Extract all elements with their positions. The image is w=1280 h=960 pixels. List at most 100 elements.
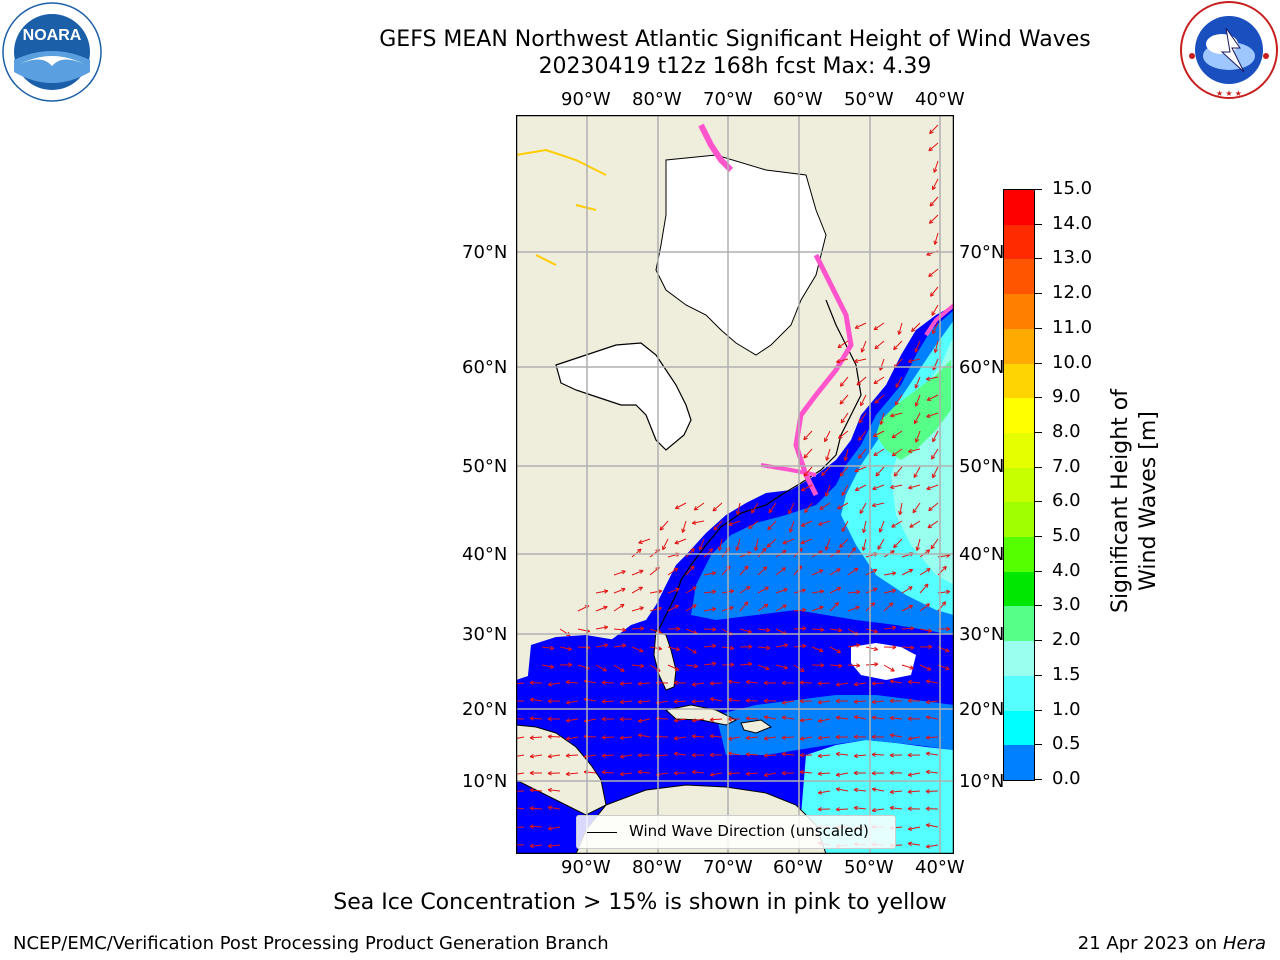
wind-wave-arrowhead [854, 324, 859, 329]
wind-wave-arrowhead [781, 716, 786, 720]
wind-wave-arrowhead [568, 664, 573, 668]
wind-wave-arrowhead [837, 568, 841, 573]
wind-wave-arrow [893, 340, 903, 350]
wind-wave-arrowhead [547, 771, 552, 774]
wind-wave-arrow [566, 700, 579, 704]
wind-wave-arrowhead [872, 505, 877, 508]
wind-wave-arrow [926, 700, 939, 703]
wind-wave-arrow [667, 664, 680, 671]
wind-wave-arrowhead [916, 547, 920, 551]
wind-wave-arrowhead [836, 602, 840, 607]
wind-wave-arrowhead [835, 682, 840, 686]
colorbar-tick-mark [1034, 189, 1042, 190]
wind-wave-arrow [854, 789, 867, 792]
wind-wave-arrowhead [911, 327, 914, 332]
wind-wave-arrowhead [873, 631, 878, 634]
wind-wave-arrowhead [728, 565, 731, 571]
wind-wave-arrowhead [621, 604, 625, 609]
wind-wave-arrow [713, 520, 723, 531]
wind-wave-arrowhead [871, 734, 876, 738]
wind-wave-arrow [858, 412, 867, 424]
wind-wave-arrowhead [817, 771, 822, 775]
wind-wave-arrow [710, 698, 723, 702]
wind-wave-arrow [859, 502, 867, 514]
wind-wave-arrowhead [891, 434, 895, 439]
wind-wave-arrow [898, 322, 903, 335]
wind-wave-arrow [811, 590, 824, 594]
wind-wave-arrow [757, 628, 770, 631]
wind-wave-arrowhead [789, 528, 791, 533]
wind-wave-arrowhead [691, 699, 696, 703]
wind-wave-arrowhead [835, 736, 840, 740]
wind-wave-arrowhead [802, 609, 807, 613]
wind-wave-arrowhead [925, 716, 930, 720]
wind-wave-arrowhead [529, 807, 534, 811]
wind-wave-arrowhead [639, 606, 644, 608]
colorbar-tick-mark [1034, 466, 1042, 468]
wind-wave-arrow [767, 520, 777, 531]
wind-wave-arrow [901, 586, 913, 594]
wind-wave-arrowhead [856, 383, 862, 386]
wind-wave-arrow [801, 484, 813, 492]
wind-wave-arrowhead [835, 807, 840, 811]
wind-wave-arrowhead [730, 662, 735, 666]
wind-wave-arrow [858, 448, 867, 459]
wind-wave-arrow [926, 824, 939, 828]
wind-wave-arrow [890, 790, 903, 793]
wind-wave-arrow [879, 358, 885, 371]
wind-wave-arrowhead [907, 718, 912, 722]
wind-wave-arrowhead [890, 679, 895, 682]
wind-wave-arrow [865, 587, 878, 594]
gulf-of-mexico [528, 635, 656, 720]
wind-wave-arrow [703, 628, 717, 630]
wind-wave-arrowhead [855, 643, 860, 646]
wind-wave-arrow [854, 358, 867, 363]
wind-wave-arrowhead [547, 718, 552, 722]
wind-wave-arrow [768, 502, 777, 514]
wind-wave-arrowhead [835, 753, 840, 757]
lat-label: 70°N [959, 242, 1005, 263]
wind-wave-arrowhead [601, 699, 606, 703]
wind-wave-arrowhead [826, 457, 830, 461]
wind-wave-arrow [764, 716, 777, 720]
wind-wave-arrowhead [712, 507, 715, 512]
wind-wave-arrowhead [764, 547, 767, 553]
wind-wave-arrow [757, 547, 767, 558]
wind-wave-arrowhead [818, 521, 822, 526]
wind-wave-arrow [860, 394, 867, 406]
wind-wave-arrowhead [890, 487, 895, 490]
wind-wave-arrow [854, 716, 867, 720]
colorbar-band [1004, 363, 1034, 399]
wind-wave-arrow [872, 788, 885, 792]
wind-wave-arrow [674, 718, 687, 722]
colorbar-tick-mark [1034, 570, 1042, 572]
wind-wave-arrowhead [851, 547, 856, 550]
colorbar-band [1004, 745, 1034, 780]
wind-wave-arrowhead [934, 349, 939, 353]
wind-wave-arrow [788, 502, 795, 515]
colorbar-tick-mark [1034, 779, 1042, 780]
wind-wave-arrowhead [529, 843, 534, 847]
wind-wave-arrowhead [763, 738, 769, 741]
wind-wave-arrowhead [745, 753, 750, 757]
wind-wave-arrowhead [855, 567, 859, 572]
wind-wave-arrowhead [529, 735, 534, 739]
wind-wave-arrow [739, 628, 752, 633]
wind-wave-arrow [874, 340, 885, 350]
wind-wave-arrowhead [550, 645, 555, 649]
wind-wave-arrow [620, 700, 633, 703]
wind-wave-arrowhead [837, 649, 842, 653]
wind-wave-arrowhead [853, 681, 858, 686]
wind-wave-arrow [675, 502, 687, 510]
wind-wave-arrow [559, 646, 572, 650]
wind-wave-arrow [566, 736, 579, 740]
wind-wave-arrowhead [927, 523, 931, 528]
wind-wave-arrow [718, 538, 723, 551]
wind-wave-arrowhead [874, 663, 879, 667]
wind-wave-arrowhead [893, 545, 898, 549]
wind-wave-arrowhead [818, 792, 823, 795]
wind-wave-arrowhead [619, 699, 624, 703]
wind-wave-arrowhead [928, 146, 931, 151]
wind-wave-arrowhead [853, 789, 858, 793]
wind-wave-arrow [793, 565, 803, 576]
